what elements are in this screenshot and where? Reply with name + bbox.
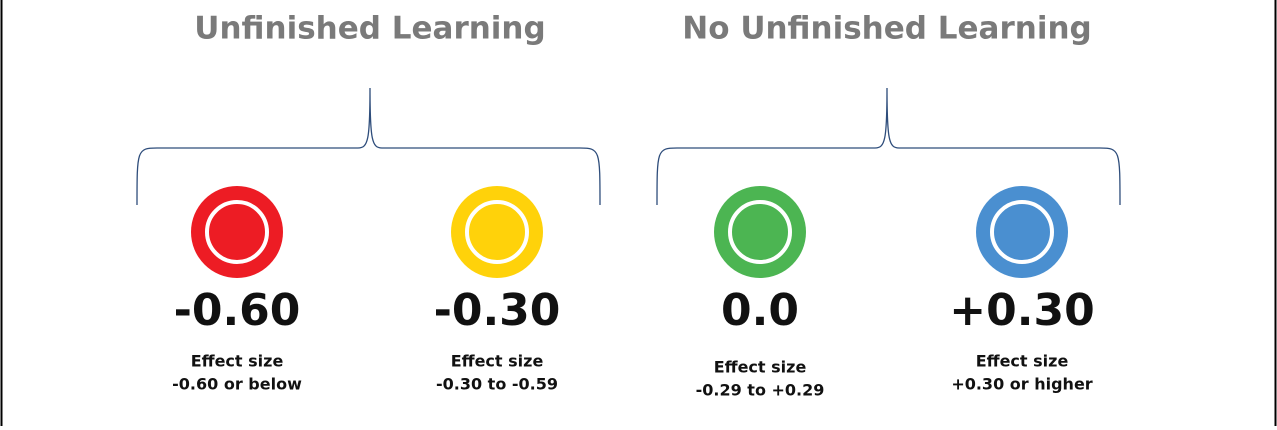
status-ring [990,200,1054,264]
brace [656,87,1121,206]
effect-label: Effect size [976,352,1069,371]
group-title: No Unfinished Learning [682,11,1091,47]
effect-label: Effect size [451,352,544,371]
status-ring [205,200,269,264]
effect-range: -0.60 or below [172,375,302,394]
status-circle [191,186,283,278]
group-title: Unfinished Learning [194,11,545,47]
status-circle [451,186,543,278]
status-circle [714,186,806,278]
effect-range: -0.30 to -0.59 [436,375,558,394]
brace [136,87,601,206]
effect-range: +0.30 or higher [951,375,1092,394]
effect-value: -0.60 [174,285,301,336]
effect-value: 0.0 [721,285,799,336]
effect-range: -0.29 to +0.29 [696,381,825,400]
effect-value: -0.30 [434,285,561,336]
effect-label: Effect size [714,358,807,377]
status-ring [728,200,792,264]
effect-value: +0.30 [949,285,1094,336]
status-ring [465,200,529,264]
effect-label: Effect size [191,352,284,371]
status-circle [976,186,1068,278]
